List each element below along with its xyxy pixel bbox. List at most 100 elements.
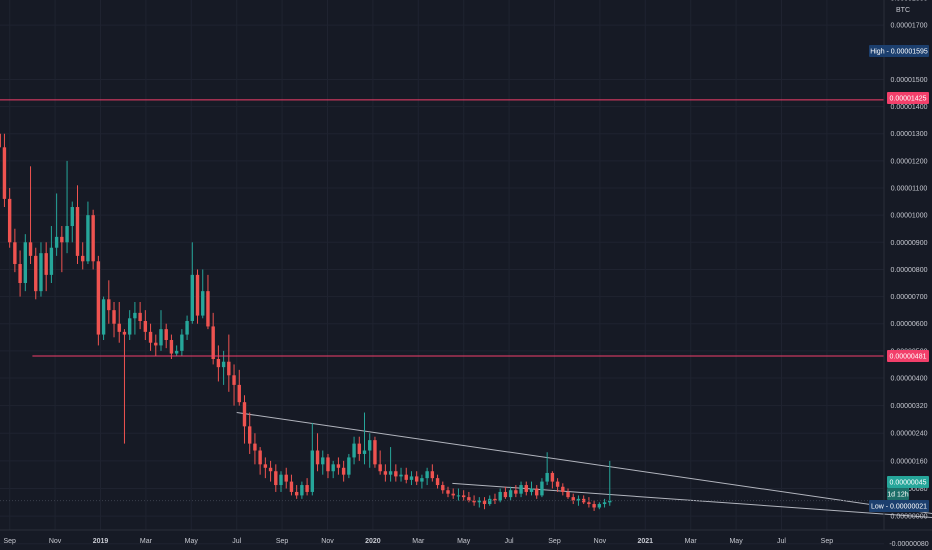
time-tick-label: Sep: [821, 538, 834, 545]
candle-body: [70, 207, 74, 227]
price-tick-label: 0.00001700: [891, 23, 928, 30]
time-tick-label: Sep: [276, 538, 289, 545]
candle-body: [357, 443, 361, 454]
candle-body: [154, 342, 158, 346]
candle-body: [201, 291, 205, 316]
candle-body: [341, 467, 346, 475]
candle-body: [602, 502, 607, 505]
candle-body: [488, 498, 492, 505]
time-tick-label: Mar: [140, 538, 153, 545]
candle-body: [493, 498, 497, 501]
candle-body: [597, 504, 602, 508]
candle-body: [352, 443, 356, 458]
candle-body: [467, 497, 471, 501]
resistance-tag-1: 0.00001425: [890, 96, 927, 103]
candle-body: [148, 331, 153, 343]
candle-body: [347, 457, 351, 475]
price-tick-label: 0.00000240: [891, 431, 928, 438]
countdown-tag-bg: [887, 488, 909, 500]
candle-body: [446, 490, 450, 494]
candle-body: [368, 440, 372, 451]
candle-body: [326, 457, 330, 472]
candle-body: [321, 457, 325, 465]
candle-body: [545, 472, 549, 482]
candle-body: [482, 500, 487, 505]
candle-body: [91, 215, 95, 262]
candle-body: [133, 312, 137, 319]
candle-body: [608, 500, 612, 503]
candle-body: [477, 500, 482, 503]
time-tick-label: Jul: [232, 538, 241, 545]
candle-body: [394, 471, 398, 477]
time-tick-label: Nov: [594, 538, 607, 545]
price-tick-label: -0.00000080: [889, 541, 928, 548]
time-tick-label: May: [457, 538, 471, 545]
last-price-tag: 0.00000045: [890, 480, 927, 487]
candle-body: [122, 331, 127, 335]
price-tick-label: 0.00000000: [891, 514, 928, 521]
price-tick-label: 0.00000400: [891, 376, 928, 383]
countdown-tag: 1d 12h: [887, 492, 909, 499]
candle-body: [39, 253, 43, 292]
candle-body: [28, 242, 33, 256]
candle-body: [81, 255, 85, 262]
candle-body: [107, 299, 111, 311]
candle-body: [409, 476, 414, 480]
candle-body: [566, 491, 570, 498]
time-tick-label: 2019: [93, 538, 109, 545]
time-tick-label: Sep: [548, 538, 561, 545]
price-tick-label: 0.00001300: [891, 131, 928, 138]
candle-body: [138, 312, 142, 322]
candle-body: [310, 450, 315, 492]
candle-body: [242, 402, 247, 427]
candle-body: [258, 450, 262, 465]
candle-body: [169, 340, 174, 354]
candle-body: [232, 375, 236, 385]
candle-body: [112, 310, 116, 324]
candle-body: [211, 326, 215, 360]
candle-body: [592, 504, 596, 508]
candle-body: [23, 242, 28, 284]
candle-body: [49, 247, 54, 275]
candle-body: [388, 471, 393, 475]
candle-body: [101, 299, 106, 335]
time-tick-label: Nov: [49, 538, 62, 545]
candle-body: [284, 474, 288, 482]
candle-body: [519, 485, 523, 494]
price-tick-label: 0.00001100: [891, 186, 928, 193]
candle-body: [117, 323, 121, 332]
high-tag: High - 0.00001595: [870, 49, 928, 56]
wedge-line-upper: [236, 412, 932, 514]
candle-body: [576, 498, 581, 501]
candle-body: [0, 133, 1, 148]
candle-body: [571, 497, 575, 501]
candle-body: [383, 471, 388, 475]
time-axis[interactable]: Sep Nov 2019 Mar May Jul Sep Nov 2020 Mar May Jul Se…: [3, 538, 833, 545]
price-tick-label: 0.00000700: [891, 294, 928, 301]
candle-body: [159, 329, 163, 346]
candle-body: [143, 321, 148, 332]
candle-body: [378, 464, 382, 472]
candle-body: [540, 481, 544, 496]
candle-body: [435, 478, 440, 486]
candle-body: [524, 485, 528, 492]
price-tick-label: 0.00000900: [891, 240, 928, 247]
candle-body: [65, 226, 69, 243]
candle-body: [60, 236, 64, 243]
time-tick-label: 2020: [365, 538, 381, 545]
candle-body: [294, 491, 299, 496]
time-tick-label: Nov: [321, 538, 334, 545]
candle-body: [373, 440, 377, 465]
price-tick-label: 0.00000600: [891, 321, 928, 328]
currency-label: BTC: [896, 7, 910, 14]
candle-body: [7, 198, 12, 243]
candle-body: [414, 476, 419, 482]
horizontal-levels: [0, 99, 884, 502]
candle-body: [503, 491, 508, 498]
time-tick-label: 2021: [638, 538, 654, 545]
candle-body: [216, 359, 221, 368]
candle-body: [555, 481, 560, 487]
candle-body: [362, 450, 367, 454]
